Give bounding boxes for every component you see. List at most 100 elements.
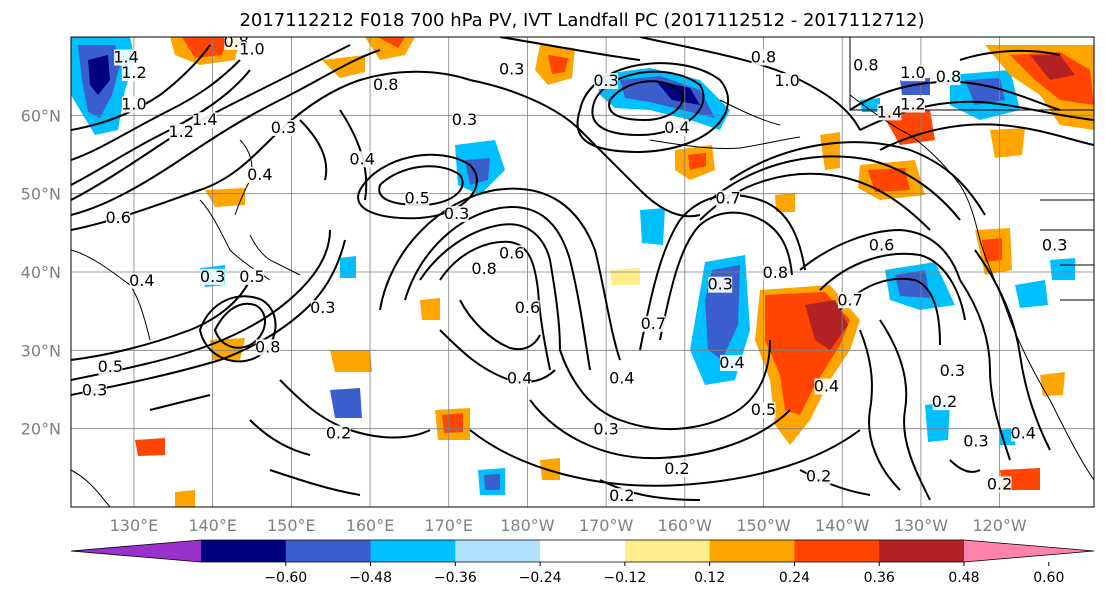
contour-label: 1.0 xyxy=(900,63,925,82)
contour-label: 0.2 xyxy=(806,467,831,486)
contour-label-bg xyxy=(247,167,272,183)
contour-label-bg xyxy=(963,433,988,450)
contour-label-bg xyxy=(664,120,689,136)
contour-label-bg xyxy=(641,315,666,332)
contour-label: 0.7 xyxy=(641,314,666,333)
colorbar-segment xyxy=(540,540,626,562)
contour-label: 1.0 xyxy=(239,40,264,59)
contour-label: 0.3 xyxy=(452,110,477,129)
colorbar-tick-label: −0.36 xyxy=(434,570,477,586)
contour-label-bg xyxy=(806,468,831,485)
contour-label: 0.5 xyxy=(98,357,123,376)
contour-label: 0.3 xyxy=(82,380,107,399)
contour-label: 1.0 xyxy=(121,95,146,114)
contour-label: 0.3 xyxy=(593,420,618,439)
colorbar-segment xyxy=(455,540,541,562)
contour-label-bg xyxy=(838,292,863,309)
contour-label-bg xyxy=(814,378,839,395)
contour-label-bg xyxy=(121,96,146,113)
contour-label-bg xyxy=(901,65,926,82)
lon-tick-label: 140°E xyxy=(188,516,237,535)
contour-label: 0.3 xyxy=(499,59,524,78)
lon-tick-label: 180°W xyxy=(500,516,555,535)
latitude-ticks: 60°N 50°N 40°N 30°N 20°N xyxy=(21,106,61,438)
contour-label: 0.4 xyxy=(247,165,272,184)
contour-label-bg xyxy=(1042,237,1067,254)
contour-label-bg xyxy=(609,488,634,505)
contour-label-bg xyxy=(192,112,217,129)
contour-label: 0.6 xyxy=(105,208,130,227)
chart-title: 2017112212 F018 700 hPa PV, IVT Landfall… xyxy=(239,10,924,31)
colorbar-tick-label: 0.48 xyxy=(948,570,979,586)
contour-label-bg xyxy=(720,355,745,371)
colorbar-tick-label: −0.48 xyxy=(349,570,392,586)
contour-label-bg xyxy=(373,76,398,93)
contour-label: 0.5 xyxy=(239,267,264,286)
contour-label-bg xyxy=(129,272,154,289)
lon-tick-label: 160°W xyxy=(658,516,713,535)
lon-tick-label: 170°W xyxy=(579,516,634,535)
contour-label: 0.2 xyxy=(326,424,351,443)
contour-label: 0.6 xyxy=(515,298,540,317)
lat-tick-label: 60°N xyxy=(21,106,61,125)
longitude-ticks: 130°E 140°E 150°E 160°E 170°E 180°W 170°W 160°W… xyxy=(110,516,1027,535)
contour-label: 0.3 xyxy=(444,204,469,223)
contour-label: 0.4 xyxy=(664,118,689,137)
contour-label-bg xyxy=(594,421,619,438)
contour-label: 0.6 xyxy=(869,236,894,255)
contour-label: 0.4 xyxy=(609,369,634,388)
contour-label: 0.3 xyxy=(940,361,965,380)
contour-label: 0.3 xyxy=(1042,236,1067,255)
contour-label: 0.4 xyxy=(507,369,532,388)
contour-label-bg xyxy=(751,49,776,66)
colorbar-tick-label: −0.60 xyxy=(264,570,307,586)
contour-label-bg xyxy=(507,370,532,387)
contour-label: 0.7 xyxy=(715,189,740,208)
contour-label: 0.8 xyxy=(255,337,280,356)
contour-label-bg xyxy=(310,300,335,317)
lat-tick-label: 50°N xyxy=(21,185,61,204)
contour-label-bg xyxy=(499,61,524,78)
contour-label: 0.2 xyxy=(932,392,957,411)
contour-label: 0.6 xyxy=(499,243,524,262)
pv-contours xyxy=(71,37,1094,501)
contour-label-bg xyxy=(853,57,878,74)
colorbar-tick-label: 0.24 xyxy=(779,570,810,586)
colorbar-segment xyxy=(879,540,965,562)
colorbar-segment xyxy=(201,540,287,562)
contour-label-bg xyxy=(472,261,497,277)
contour-label-bg xyxy=(901,96,926,113)
contour-label-bg xyxy=(940,362,965,379)
contour-label-bg xyxy=(121,65,146,82)
contour-label-bg xyxy=(869,237,894,254)
contour-label: 0.2 xyxy=(609,486,634,505)
contour-label: 0.3 xyxy=(963,431,988,450)
contour-label-bg xyxy=(515,300,540,317)
lon-tick-label: 140°W xyxy=(815,516,870,535)
contour-label-bg xyxy=(932,394,957,411)
contour-label-bg xyxy=(877,104,902,121)
colorbar-segment xyxy=(370,540,456,562)
contour-label-bg xyxy=(594,73,619,89)
contour-label: 0.5 xyxy=(405,189,430,208)
lon-tick-label: 150°E xyxy=(267,516,316,535)
contour-label-bg xyxy=(200,268,225,285)
contour-label: 1.0 xyxy=(774,71,799,90)
lat-tick-label: 40°N xyxy=(21,263,61,282)
contour-label: 0.2 xyxy=(664,459,689,478)
contour-label-bg xyxy=(350,151,375,168)
contour-label: 0.8 xyxy=(936,67,961,86)
colorbar-extend-low xyxy=(71,540,201,562)
map-frame xyxy=(70,36,1095,508)
colorbar-tick-label: −0.12 xyxy=(603,570,646,586)
colorbar xyxy=(70,539,1095,563)
contour-label: 0.4 xyxy=(719,353,744,372)
contour-label-bg xyxy=(82,382,107,399)
colorbar-outline xyxy=(70,539,1095,563)
contour-label-bg xyxy=(255,339,280,356)
colorbar-tick-label: 0.36 xyxy=(864,570,895,586)
contour-label-bg xyxy=(936,69,961,86)
contour-label: 0.4 xyxy=(129,271,154,290)
contour-label: 0.4 xyxy=(1010,424,1035,443)
